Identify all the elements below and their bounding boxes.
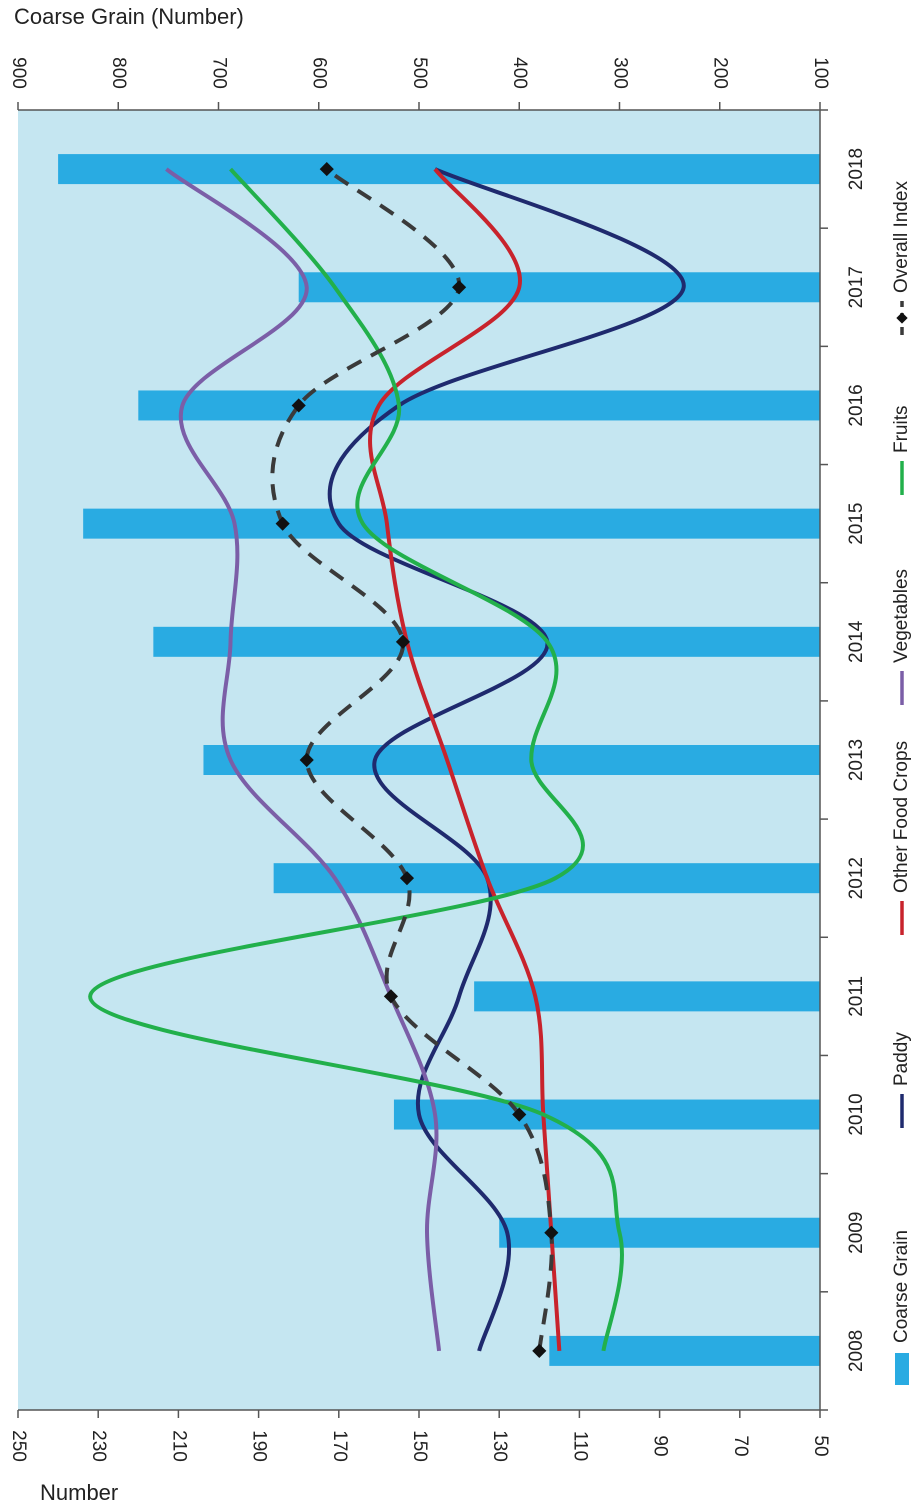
coarse-grain-bar [83, 508, 821, 539]
legend-label: Overall Index [891, 181, 912, 293]
legend-label: Coarse Grain [891, 1230, 912, 1343]
series-line-other-food-crops [368, 167, 562, 1352]
category-label: 2017 [846, 266, 867, 308]
legend-swatch-coarse-grain [895, 1353, 909, 1385]
primary-axis-title: Number [40, 1480, 118, 1505]
overall-index-marker [299, 752, 314, 768]
category-label: 2013 [846, 739, 867, 781]
secondary-tick-label: 600 [309, 57, 330, 89]
coarse-grain-bar [549, 1335, 820, 1366]
primary-tick-label: 190 [249, 1430, 270, 1462]
overall-index-marker [532, 1343, 547, 1358]
secondary-tick-label: 700 [208, 57, 229, 89]
primary-tick-label: 50 [810, 1435, 831, 1456]
legend-label: Vegetables [891, 569, 912, 663]
legend-label: Paddy [891, 1032, 912, 1086]
primary-tick-label: 70 [730, 1435, 751, 1456]
coarse-grain-bar [153, 626, 820, 657]
category-label: 2012 [846, 857, 867, 899]
series-lines [88, 167, 686, 1352]
coarse-grain-bar [474, 981, 820, 1012]
overall-index-marker [291, 398, 306, 413]
series-line-fruits [88, 167, 624, 1352]
secondary-tick-label: 400 [509, 57, 530, 89]
primary-tick-label: 170 [329, 1430, 350, 1462]
legend-label: Other Food Crops [891, 741, 912, 893]
overall-index-marker [383, 989, 399, 1004]
coarse-grain-bars [58, 154, 821, 1366]
overall-index-marker [512, 1107, 527, 1122]
overall-index-marker [544, 1225, 559, 1240]
overall-index-markers [275, 162, 559, 1358]
secondary-tick-label: 800 [108, 57, 129, 89]
category-label: 2011 [846, 976, 867, 1017]
primary-tick-label: 250 [8, 1430, 29, 1462]
coarse-grain-bar [393, 1099, 820, 1130]
primary-tick-label: 230 [88, 1430, 109, 1462]
secondary-tick-label: 200 [710, 57, 731, 89]
primary-tick-label: 210 [168, 1430, 189, 1462]
coarse-grain-bar [298, 272, 820, 303]
secondary-tick-label: 900 [8, 57, 29, 89]
category-label: 2009 [846, 1212, 867, 1254]
overall-index-marker [395, 634, 411, 649]
series-line-vegetables [165, 167, 442, 1352]
coarse-grain-bar [203, 745, 820, 775]
primary-tick-label: 90 [650, 1435, 671, 1456]
legend-label: Fruits [891, 406, 912, 454]
category-label: 2010 [846, 1093, 867, 1135]
overall-index-marker [275, 516, 290, 531]
category-label: 2015 [846, 502, 867, 544]
legend: Coarse Grain Paddy Other Food Crops Vegetab… [891, 181, 912, 1385]
overall-index-marker [452, 280, 467, 295]
primary-tick-label: 150 [409, 1430, 430, 1462]
coarse-grain-bar [138, 390, 821, 421]
coarse-grain-bar [273, 863, 820, 894]
overall-index-marker [399, 871, 415, 886]
primary-tick-label: 110 [569, 1431, 590, 1461]
secondary-tick-label: 100 [810, 57, 831, 89]
secondary-tick-label: 500 [409, 57, 430, 89]
axes: 900 800 700 600 500 400 300 200 100 250 230 210 190 1… [8, 57, 867, 1462]
category-label: 2018 [846, 148, 867, 190]
secondary-axis-title: Coarse Grain (Number) [14, 4, 244, 29]
legend-marker [896, 312, 908, 324]
category-label: 2016 [846, 384, 867, 426]
category-label: 2014 [846, 620, 867, 663]
series-line-paddy [327, 167, 686, 1352]
primary-tick-label: 130 [489, 1430, 510, 1462]
overall-index-marker [319, 162, 334, 177]
series-line-overall-index [270, 167, 554, 1352]
category-label: 2008 [846, 1330, 867, 1372]
secondary-tick-label: 300 [609, 57, 630, 89]
